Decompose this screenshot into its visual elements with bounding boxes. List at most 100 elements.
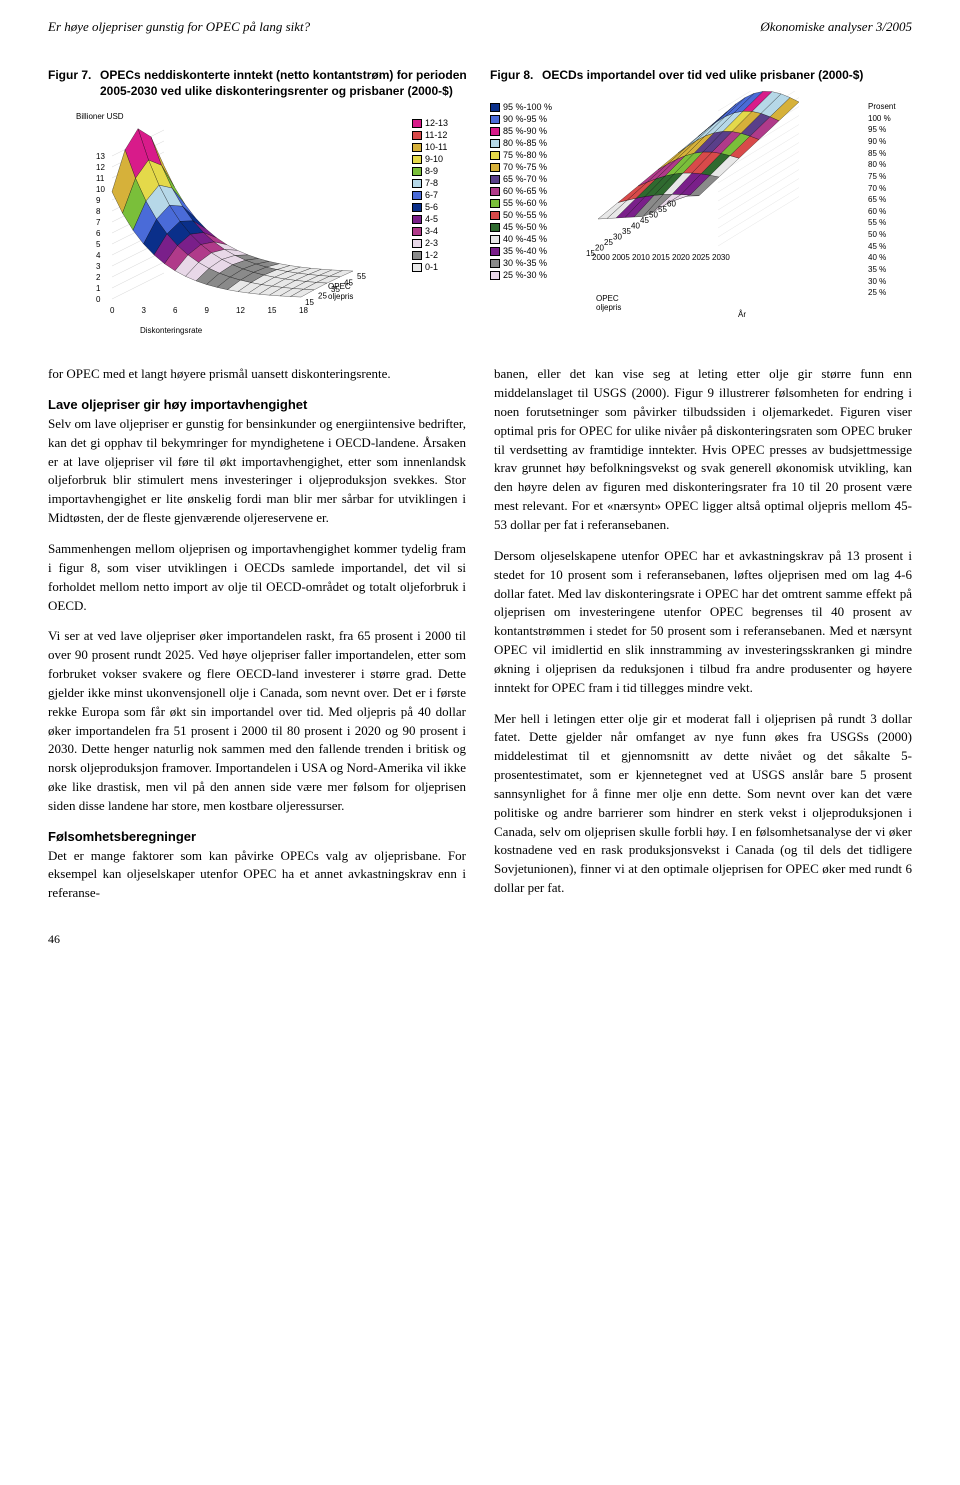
- svg-text:År: År: [738, 310, 746, 319]
- figure-8-chart: 95 %-100 %90 %-95 %85 %-90 %80 %-85 %75 …: [490, 91, 912, 321]
- legend-item: 70 %-75 %: [490, 161, 562, 173]
- svg-text:6: 6: [173, 306, 178, 315]
- legend-swatch: [490, 235, 500, 244]
- figure-8: Figur 8. OECDs importandel over tid ved …: [490, 67, 912, 337]
- figure-7-title: OPECs neddiskonterte inntekt (netto kont…: [100, 67, 470, 99]
- legend-item: 7-8: [412, 177, 470, 189]
- svg-text:2020: 2020: [672, 253, 690, 262]
- page-number: 46: [48, 931, 912, 948]
- legend-swatch: [490, 127, 500, 136]
- legend-item: 12-13: [412, 117, 470, 129]
- figure-8-z-axis: Prosent100 %95 %90 %85 %80 %75 %70 %65 %…: [864, 91, 912, 321]
- legend-swatch: [490, 163, 500, 172]
- subheading: Følsomhetsberegninger: [48, 828, 466, 847]
- z-tick-label: 70 %: [868, 183, 912, 195]
- legend-swatch: [412, 203, 422, 212]
- legend-item: 0-1: [412, 261, 470, 273]
- paragraph: Selv om lave oljepriser er gunstig for b…: [48, 415, 466, 528]
- z-tick-label: 30 %: [868, 276, 912, 288]
- svg-text:Diskonteringsrate: Diskonteringsrate: [140, 326, 203, 335]
- legend-swatch: [412, 215, 422, 224]
- z-tick-label: 95 %: [868, 124, 912, 136]
- legend-item: 35 %-40 %: [490, 245, 562, 257]
- svg-text:3: 3: [142, 306, 147, 315]
- paragraph: Vi ser at ved lave oljepriser øker impor…: [48, 627, 466, 815]
- legend-label: 25 %-30 %: [503, 269, 547, 282]
- figure-8-label: Figur 8.: [490, 67, 542, 83]
- z-tick-label: 55 %: [868, 217, 912, 229]
- legend-item: 11-12: [412, 129, 470, 141]
- legend-item: 1-2: [412, 249, 470, 261]
- legend-item: 30 %-35 %: [490, 257, 562, 269]
- legend-swatch: [490, 199, 500, 208]
- z-tick-label: 50 %: [868, 229, 912, 241]
- legend-swatch: [412, 143, 422, 152]
- svg-text:2025: 2025: [692, 253, 710, 262]
- svg-text:12: 12: [236, 306, 245, 315]
- z-tick-label: 25 %: [868, 287, 912, 299]
- legend-swatch: [490, 103, 500, 112]
- legend-item: 9-10: [412, 153, 470, 165]
- legend-swatch: [490, 247, 500, 256]
- legend-item: 4-5: [412, 213, 470, 225]
- legend-swatch: [490, 211, 500, 220]
- svg-text:3: 3: [96, 262, 101, 271]
- figure-7-chart: Billioner USD012345678910111213036912151…: [48, 107, 470, 337]
- z-tick-label: 60 %: [868, 206, 912, 218]
- svg-text:10: 10: [96, 185, 105, 194]
- svg-text:15: 15: [305, 298, 314, 307]
- svg-text:2010: 2010: [632, 253, 650, 262]
- svg-text:2000: 2000: [592, 253, 610, 262]
- figure-7-caption: Figur 7. OPECs neddiskonterte inntekt (n…: [48, 67, 470, 99]
- legend-swatch: [412, 155, 422, 164]
- legend-item: 80 %-85 %: [490, 137, 562, 149]
- legend-item: 6-7: [412, 189, 470, 201]
- legend-item: 3-4: [412, 225, 470, 237]
- paragraph: banen, eller det kan vise seg at leting …: [494, 365, 912, 535]
- svg-text:15: 15: [268, 306, 277, 315]
- legend-swatch: [490, 175, 500, 184]
- legend-swatch: [490, 115, 500, 124]
- figures-row: Figur 7. OPECs neddiskonterte inntekt (n…: [48, 67, 912, 337]
- svg-text:0: 0: [96, 295, 101, 304]
- svg-text:5: 5: [96, 240, 101, 249]
- legend-swatch: [490, 139, 500, 148]
- z-axis-header: Prosent: [868, 101, 912, 113]
- svg-text:Billioner USD: Billioner USD: [76, 112, 124, 121]
- legend-swatch: [490, 187, 500, 196]
- svg-text:6: 6: [96, 229, 101, 238]
- figure-8-title: OECDs importandel over tid ved ulike pri…: [542, 67, 912, 83]
- z-tick-label: 45 %: [868, 241, 912, 253]
- z-tick-label: 80 %: [868, 159, 912, 171]
- svg-text:11: 11: [96, 174, 105, 183]
- svg-text:12: 12: [96, 163, 105, 172]
- svg-text:2015: 2015: [652, 253, 670, 262]
- legend-item: 90 %-95 %: [490, 113, 562, 125]
- legend-swatch: [412, 131, 422, 140]
- legend-item: 40 %-45 %: [490, 233, 562, 245]
- legend-item: 45 %-50 %: [490, 221, 562, 233]
- legend-item: 25 %-30 %: [490, 269, 562, 281]
- svg-text:2005: 2005: [612, 253, 630, 262]
- figure-7: Figur 7. OPECs neddiskonterte inntekt (n…: [48, 67, 470, 337]
- header-right: Økonomiske analyser 3/2005: [760, 18, 912, 37]
- legend-swatch: [490, 259, 500, 268]
- svg-text:9: 9: [205, 306, 210, 315]
- svg-text:7: 7: [96, 218, 101, 227]
- svg-text:oljepris: oljepris: [596, 303, 621, 312]
- svg-text:OPEC: OPEC: [328, 282, 351, 291]
- legend-item: 50 %-55 %: [490, 209, 562, 221]
- legend-item: 60 %-65 %: [490, 185, 562, 197]
- svg-text:4: 4: [96, 251, 101, 260]
- figure-8-plot: 15202530354045505560OPEColjepris20002005…: [562, 91, 864, 321]
- svg-text:2: 2: [96, 273, 101, 282]
- legend-item: 2-3: [412, 237, 470, 249]
- legend-item: 5-6: [412, 201, 470, 213]
- paragraph: for OPEC med et langt høyere prismål uan…: [48, 365, 466, 384]
- legend-swatch: [412, 119, 422, 128]
- svg-text:18: 18: [299, 306, 308, 315]
- legend-item: 8-9: [412, 165, 470, 177]
- legend-swatch: [412, 167, 422, 176]
- legend-swatch: [412, 179, 422, 188]
- body-columns: for OPEC med et langt høyere prismål uan…: [48, 365, 912, 912]
